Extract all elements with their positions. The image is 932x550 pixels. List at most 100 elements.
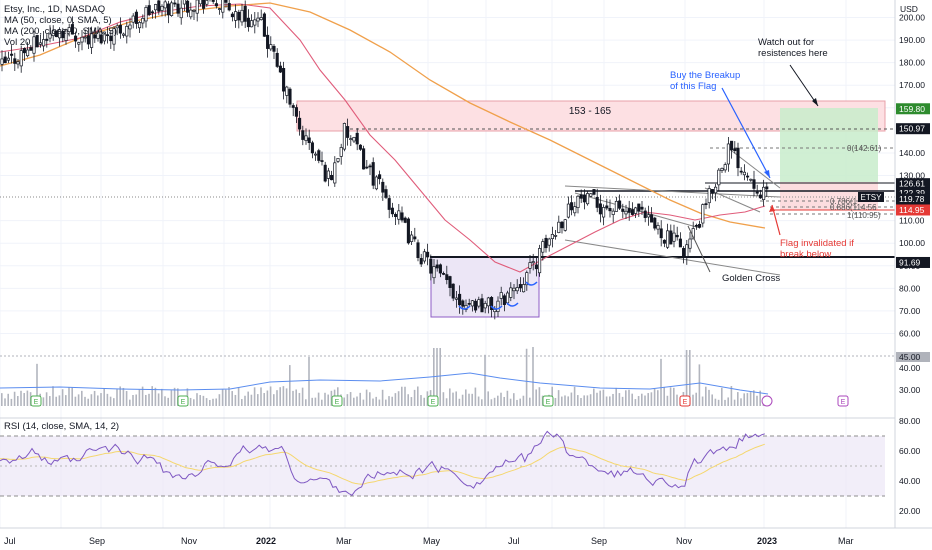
volume-bar <box>721 387 723 406</box>
candle-down <box>202 0 206 9</box>
volume-bar <box>570 392 573 406</box>
fib-886-label: 0.886(114.56 <box>830 203 877 212</box>
candle-down <box>698 223 702 228</box>
candle-up <box>720 167 724 171</box>
volume-bar <box>49 396 51 406</box>
candle-down <box>10 53 14 56</box>
candle-up <box>422 251 426 262</box>
volume-bar <box>442 392 445 406</box>
candle-up <box>125 25 129 37</box>
volume-bar <box>173 387 176 406</box>
volume-bar <box>122 387 125 406</box>
volume-bar <box>260 387 262 406</box>
candle-down <box>214 3 218 7</box>
fib-0-label: 0(142.61) <box>847 144 882 153</box>
earnings-marker <box>837 395 849 407</box>
time-label: Mar <box>336 536 352 546</box>
time-label: Sep <box>591 536 607 546</box>
volume-bar <box>209 399 211 406</box>
candle-down <box>694 224 698 227</box>
candle-down <box>400 212 404 221</box>
time-axis[interactable]: Jul Sep Nov 2022 Mar May Jul Sep Nov 2023 Mar <box>4 536 854 546</box>
volume-bar <box>276 390 278 406</box>
ma200-line[interactable] <box>0 2 766 229</box>
candle-up <box>141 18 145 24</box>
candle-down <box>307 137 311 144</box>
fibonacci-levels[interactable] <box>710 147 895 215</box>
candle-up <box>550 234 554 240</box>
candle-down <box>301 130 305 140</box>
candle-up <box>221 0 225 13</box>
candle-down <box>272 45 276 52</box>
volume-bar <box>490 399 493 406</box>
candle-down <box>266 34 270 49</box>
volume-bar <box>189 397 192 406</box>
volume-bar <box>7 393 9 406</box>
volume-bar <box>740 398 742 406</box>
candle-down <box>282 68 286 92</box>
candle-up <box>586 193 590 205</box>
candle-down <box>621 208 625 212</box>
watch-out-note: Watch out for resistences here <box>758 37 828 59</box>
candle-down <box>230 13 234 18</box>
candle-down <box>570 202 574 211</box>
fib-1-label: 1(110.95) <box>847 211 881 220</box>
volume-bar <box>509 398 512 406</box>
candle-up <box>326 170 330 179</box>
volume-bar <box>669 387 672 406</box>
volume-bar <box>346 394 349 406</box>
volume-bar <box>602 389 605 406</box>
volume-bar <box>503 396 505 406</box>
volume-bar <box>90 394 93 406</box>
candle-up <box>163 1 167 9</box>
candle-down <box>3 56 7 64</box>
volume-bar <box>372 398 374 406</box>
volume-bar <box>215 398 217 406</box>
volume-bar <box>321 399 323 406</box>
volume-bar <box>573 386 576 406</box>
volume-bar <box>701 396 704 406</box>
candle-up <box>493 309 497 313</box>
volume-bar <box>666 395 669 406</box>
volume-bar <box>711 394 713 406</box>
candle-up <box>256 17 260 22</box>
profit-zone[interactable] <box>780 108 878 182</box>
volume-bar <box>612 393 614 406</box>
volume-bar <box>641 393 643 406</box>
volume-bar <box>657 390 659 406</box>
volume-bar <box>61 389 64 406</box>
candle-down <box>518 284 522 289</box>
volume-bar <box>484 354 486 406</box>
volume-bar <box>500 392 502 406</box>
price-tag <box>896 256 930 268</box>
volume-bar <box>17 396 19 406</box>
candle-up <box>496 300 500 312</box>
volume-bar <box>77 394 80 406</box>
volume-bar <box>621 396 624 406</box>
candle-down <box>579 194 583 199</box>
candle-up <box>83 36 87 39</box>
candle-up <box>253 19 257 26</box>
volume-bar <box>1 393 3 406</box>
candle-down <box>70 24 74 35</box>
candle-up <box>218 8 222 10</box>
volume-bar <box>148 393 150 406</box>
candle-up <box>499 292 503 299</box>
candle-down <box>653 217 657 229</box>
volume-bar <box>417 386 419 406</box>
candle-down <box>45 38 49 41</box>
volume-bar <box>10 398 13 406</box>
volume-bar <box>468 393 470 406</box>
candle-up <box>64 29 68 41</box>
candles[interactable] <box>0 0 769 320</box>
candle-down <box>362 148 366 170</box>
candle-down <box>582 194 586 203</box>
candle-up <box>723 164 727 171</box>
price-tick: 110.00 <box>899 216 925 226</box>
volume-bar <box>653 388 656 406</box>
candle-up <box>58 29 62 39</box>
volume-bar <box>759 390 761 406</box>
volume-bar <box>708 389 710 406</box>
